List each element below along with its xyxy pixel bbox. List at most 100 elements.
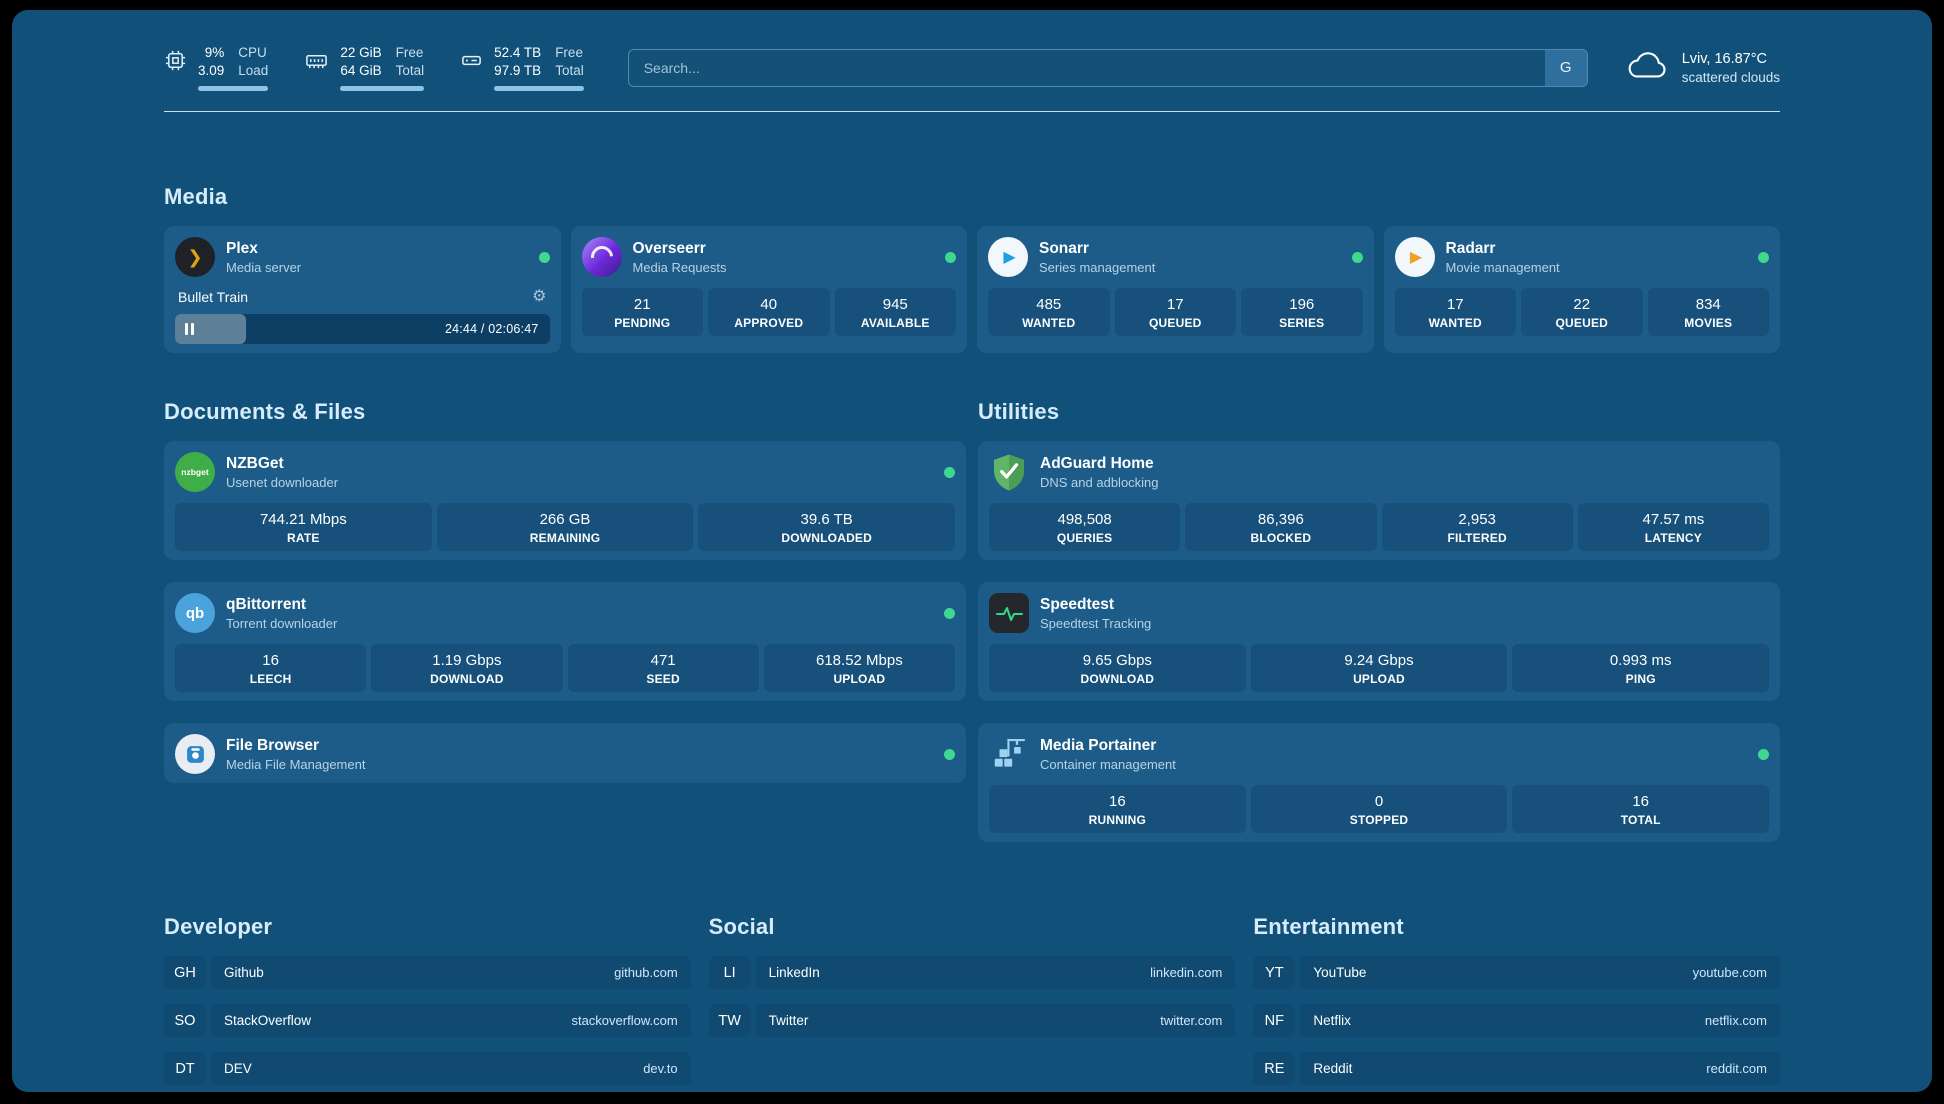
cpu-load-value: 3.09 bbox=[198, 63, 225, 78]
stat-value: 21 bbox=[633, 296, 651, 313]
stat-value: 744.21 Mbps bbox=[259, 511, 347, 528]
bookmark-linkedin[interactable]: LI LinkedIn linkedin.com bbox=[708, 956, 1236, 989]
bookmark-abbr: GH bbox=[164, 956, 206, 989]
status-dot bbox=[1351, 251, 1363, 263]
stat-tile: 0 STOPPED bbox=[1250, 785, 1508, 833]
bookmark-url: netflix.com bbox=[1704, 1013, 1767, 1028]
cpu-usage-bar bbox=[198, 86, 269, 91]
nzbget-card[interactable]: nzbget NZBGet Usenet downloader 744.21 M… bbox=[164, 441, 966, 560]
bookmark-url: twitter.com bbox=[1160, 1013, 1223, 1028]
adguard-card[interactable]: AdGuard Home DNS and adblocking 498,508 … bbox=[978, 441, 1780, 560]
stat-tile: 196 SERIES bbox=[1241, 288, 1363, 336]
playback-time: 24:44 / 02:06:47 bbox=[444, 322, 539, 336]
overseerr-card[interactable]: Overseerr Media Requests 21 PENDING 40 A… bbox=[570, 226, 967, 353]
status-dot bbox=[944, 748, 955, 760]
stat-label: PING bbox=[1625, 672, 1656, 686]
stat-value: 9.65 Gbps bbox=[1082, 652, 1152, 669]
weather-widget[interactable]: Lviv, 16.87°C scattered clouds bbox=[1624, 49, 1780, 87]
sonarr-card[interactable]: ▶ Sonarr Series management 485 WANTED bbox=[977, 226, 1374, 353]
now-playing-title: Bullet Train bbox=[178, 289, 249, 305]
cpu-usage-value: 9% bbox=[204, 45, 225, 60]
search-input[interactable] bbox=[627, 48, 1588, 87]
stat-value: 40 bbox=[760, 296, 778, 313]
stat-tile: 17 WANTED bbox=[1394, 288, 1516, 336]
disk-total-value: 97.9 TB bbox=[494, 63, 542, 78]
topbar: 9% 3.09 CPU Load bbox=[164, 44, 1780, 91]
plex-card[interactable]: ❯ Plex Media server Bullet Train ⚙ bbox=[164, 226, 561, 353]
ram-free-label: Free bbox=[395, 45, 424, 60]
bookmark-name: YouTube bbox=[1313, 965, 1367, 980]
stat-label: QUERIES bbox=[1056, 531, 1113, 545]
status-dot bbox=[1758, 251, 1769, 263]
bookmark-stackoverflow[interactable]: SO StackOverflow stackoverflow.com bbox=[164, 1004, 691, 1037]
cloud-icon bbox=[1624, 50, 1668, 86]
stat-value: 16 bbox=[1108, 793, 1126, 810]
bookmark-github[interactable]: GH Github github.com bbox=[164, 956, 691, 989]
stat-tile: 744.21 Mbps RATE bbox=[175, 503, 432, 551]
stat-value: 834 bbox=[1695, 296, 1721, 313]
stat-tile: 86,396 BLOCKED bbox=[1185, 503, 1377, 551]
entertainment-title: Entertainment bbox=[1253, 914, 1404, 939]
search-engine-button[interactable]: G bbox=[1544, 49, 1587, 86]
cpu-stat-text: 9% 3.09 CPU Load bbox=[198, 44, 269, 91]
disk-stat-text: 52.4 TB 97.9 TB Free Total bbox=[494, 44, 584, 91]
stat-label: WANTED bbox=[1022, 316, 1076, 330]
stat-label: REMAINING bbox=[529, 531, 601, 545]
bookmark-url: github.com bbox=[614, 965, 678, 980]
bookmark-netflix[interactable]: NF Netflix netflix.com bbox=[1253, 1004, 1780, 1037]
stat-label: UPLOAD bbox=[1353, 672, 1405, 686]
stat-value: 485 bbox=[1036, 296, 1062, 313]
stat-value: 471 bbox=[650, 652, 676, 669]
radarr-card[interactable]: ▶ Radarr Movie management 17 WANTED bbox=[1383, 226, 1780, 353]
stat-label: LATENCY bbox=[1644, 531, 1702, 545]
qbittorrent-card[interactable]: qb qBittorrent Torrent downloader 16 LEE… bbox=[164, 582, 966, 701]
stat-label: LEECH bbox=[249, 672, 292, 686]
utilities-section: Utilities AdGuard Home DNS and adblockin… bbox=[978, 399, 1780, 842]
stat-tile: 17 QUEUED bbox=[1114, 288, 1236, 336]
stat-tile: 9.24 Gbps UPLOAD bbox=[1250, 644, 1508, 692]
stat-value: 498,508 bbox=[1057, 511, 1112, 528]
speedtest-icon bbox=[989, 593, 1029, 633]
stat-tile: 47.57 ms LATENCY bbox=[1577, 503, 1769, 551]
bookmark-dev[interactable]: DT DEV dev.to bbox=[164, 1052, 691, 1085]
stat-value: 0 bbox=[1374, 793, 1384, 810]
disk-free-value: 52.4 TB bbox=[494, 45, 542, 60]
ram-stat-text: 22 GiB 64 GiB Free Total bbox=[340, 44, 425, 91]
playback-progress-bar[interactable]: 24:44 / 02:06:47 bbox=[175, 314, 550, 344]
bookmark-youtube[interactable]: YT YouTube youtube.com bbox=[1253, 956, 1780, 989]
bookmark-url: stackoverflow.com bbox=[571, 1013, 678, 1028]
app-name: qBittorrent bbox=[226, 595, 307, 613]
stat-label: UPLOAD bbox=[833, 672, 886, 686]
ram-icon bbox=[304, 49, 329, 91]
bookmark-reddit[interactable]: RE Reddit reddit.com bbox=[1253, 1052, 1780, 1085]
app-subtitle: Container management bbox=[1040, 756, 1176, 772]
stat-value: 17 bbox=[1446, 296, 1464, 313]
disk-icon bbox=[460, 49, 483, 91]
pause-button[interactable] bbox=[185, 323, 194, 335]
ram-stat: 22 GiB 64 GiB Free Total bbox=[304, 44, 425, 91]
disk-free-label: Free bbox=[555, 45, 583, 60]
stat-label: QUEUED bbox=[1555, 316, 1609, 330]
stat-label: QUEUED bbox=[1148, 316, 1202, 330]
portainer-card[interactable]: Media Portainer Container management 16 … bbox=[978, 723, 1780, 842]
stat-tile: 21 PENDING bbox=[581, 288, 703, 336]
stat-label: MOVIES bbox=[1684, 316, 1733, 330]
gear-icon[interactable]: ⚙ bbox=[532, 288, 547, 305]
app-subtitle: Media Requests bbox=[632, 259, 727, 275]
bookmark-abbr: SO bbox=[164, 1004, 206, 1037]
search-box: G bbox=[627, 48, 1588, 87]
status-dot bbox=[1758, 748, 1769, 760]
app-subtitle: Usenet downloader bbox=[226, 474, 339, 490]
system-stats: 9% 3.09 CPU Load bbox=[164, 44, 584, 91]
stat-value: 9.24 Gbps bbox=[1344, 652, 1414, 669]
bookmark-abbr: DT bbox=[164, 1052, 206, 1085]
speedtest-card[interactable]: Speedtest Speedtest Tracking 9.65 Gbps D… bbox=[978, 582, 1780, 701]
stat-label: DOWNLOAD bbox=[430, 672, 504, 686]
bookmark-abbr: YT bbox=[1253, 956, 1296, 989]
stat-tile: 9.65 Gbps DOWNLOAD bbox=[989, 644, 1246, 692]
stat-tile: 16 LEECH bbox=[175, 644, 367, 692]
filebrowser-card[interactable]: File Browser Media File Management bbox=[164, 723, 966, 783]
bookmark-url: dev.to bbox=[643, 1061, 678, 1076]
bookmark-twitter[interactable]: TW Twitter twitter.com bbox=[708, 1004, 1236, 1037]
stat-value: 1.19 Gbps bbox=[432, 652, 502, 669]
